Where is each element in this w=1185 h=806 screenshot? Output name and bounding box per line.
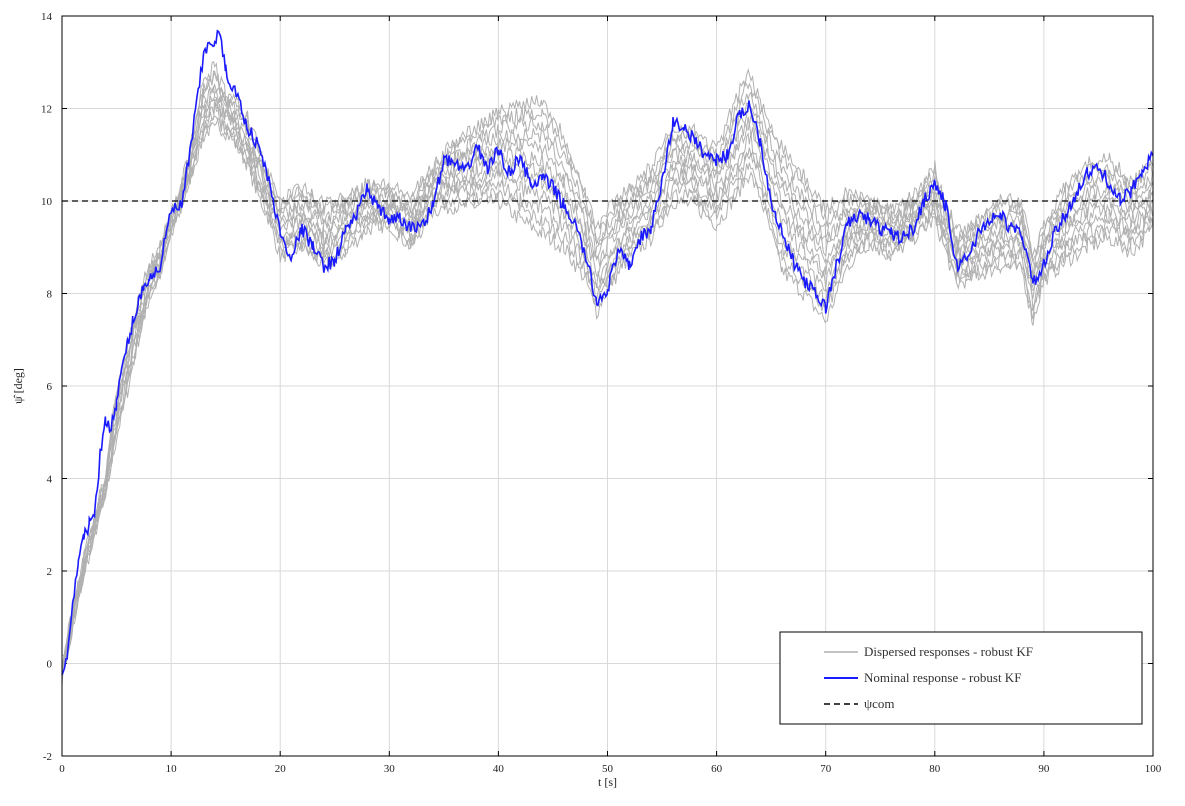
y-tick-label: 6 bbox=[47, 381, 53, 393]
x-tick-label: 100 bbox=[1145, 763, 1162, 775]
legend: Dispersed responses - robust KF Nominal … bbox=[779, 631, 1143, 725]
dispersed-response-line bbox=[61, 95, 1154, 670]
x-axis-label: t [s] bbox=[598, 775, 617, 789]
y-tick-label: 8 bbox=[47, 289, 53, 301]
x-tick-label: 90 bbox=[1038, 763, 1050, 775]
y-tick-label: 10 bbox=[41, 196, 53, 208]
dispersed-response-line bbox=[61, 86, 1154, 670]
y-tick-label: 2 bbox=[47, 566, 53, 578]
nominal-response-line bbox=[61, 29, 1154, 676]
x-tick-label: 80 bbox=[929, 763, 941, 775]
x-tick-labels: 0 10 20 30 40 50 60 70 80 90 100 bbox=[59, 763, 1162, 775]
y-tick-label: 0 bbox=[47, 659, 53, 671]
axes-box bbox=[61, 15, 1154, 757]
nominal-series bbox=[61, 29, 1154, 676]
y-axis-label: ψ̂ [deg] bbox=[11, 368, 25, 404]
y-tick-label: -2 bbox=[43, 751, 52, 763]
x-tick-label: 10 bbox=[166, 763, 178, 775]
dispersed-response-line bbox=[61, 103, 1154, 676]
x-tick-label: 70 bbox=[820, 763, 832, 775]
y-tick-label: 12 bbox=[41, 104, 52, 116]
x-tick-label: 40 bbox=[493, 763, 505, 775]
y-tick-labels: -2 0 2 4 6 8 10 12 14 bbox=[41, 11, 53, 763]
x-tick-label: 20 bbox=[275, 763, 287, 775]
x-tick-label: 30 bbox=[384, 763, 396, 775]
dispersed-response-line bbox=[61, 97, 1154, 669]
x-tick-label: 50 bbox=[602, 763, 614, 775]
x-tick-label: 0 bbox=[59, 763, 65, 775]
legend-reference-label: ψcom bbox=[864, 696, 895, 711]
y-tick-label: 4 bbox=[47, 474, 53, 486]
legend-dispersed-label: Dispersed responses - robust KF bbox=[864, 644, 1033, 659]
x-tick-label: 60 bbox=[711, 763, 723, 775]
dispersed-response-line bbox=[61, 99, 1154, 680]
legend-nominal-label: Nominal response - robust KF bbox=[864, 670, 1021, 685]
y-tick-label: 14 bbox=[41, 11, 53, 23]
